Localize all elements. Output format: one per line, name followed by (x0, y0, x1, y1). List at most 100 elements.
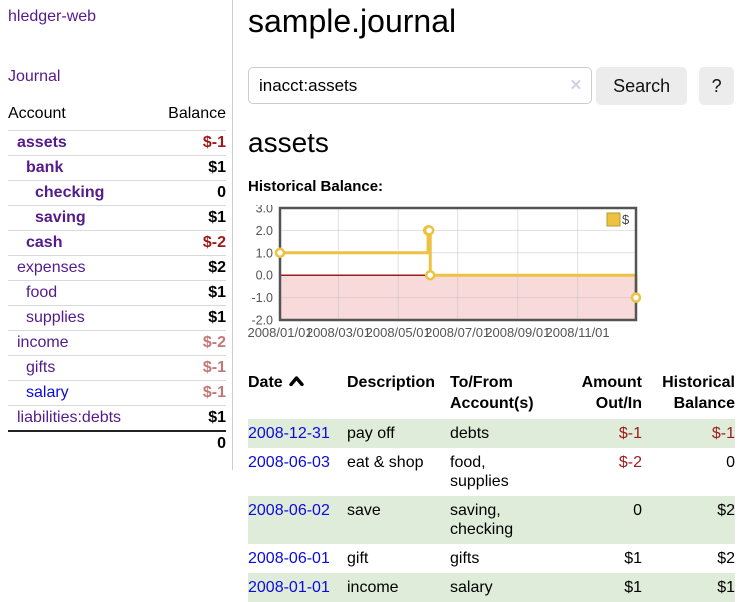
account-balance: $1 (152, 155, 226, 181)
accounts-header-account: Account (8, 105, 66, 122)
transaction-accounts: gifts (450, 550, 480, 567)
account-balance: $1 (152, 280, 226, 306)
account-link-cash[interactable]: cash (26, 234, 63, 251)
register-header-description: Description (347, 374, 436, 391)
account-balance: $-2 (152, 330, 226, 356)
transaction-balance: $2 (717, 550, 735, 567)
transaction-date-link[interactable]: 2008-06-01 (248, 550, 330, 567)
search-form: ✕ Search ? (248, 67, 734, 105)
account-row: supplies $1 (8, 305, 226, 331)
chart-title: Historical Balance: (248, 178, 384, 195)
search-input[interactable] (248, 67, 593, 104)
account-row: cash $-2 (8, 230, 226, 256)
main-content: sample.journal ✕ Search ? assets Histori… (233, 0, 742, 602)
transaction-date-link[interactable]: 2008-06-03 (248, 454, 330, 471)
register-row: 2008-01-01 income salary $1 $1 (248, 573, 735, 602)
transaction-description: gift (347, 550, 369, 567)
account-heading: assets (248, 127, 329, 158)
account-row: assets $-1 (8, 130, 226, 156)
register-table: Date Description To/From Account(s) Amount Ou… (248, 370, 735, 602)
y-tick-label: 3.0 (256, 205, 273, 216)
account-balance: $-1 (152, 355, 226, 381)
account-link-supplies[interactable]: supplies (26, 309, 85, 326)
y-tick-label: 2.0 (256, 224, 273, 238)
register-header-amount-out-in: Amount Out/In (581, 374, 642, 412)
transaction-balance: 0 (726, 454, 735, 471)
y-tick-label: 0.0 (256, 269, 273, 283)
transaction-balance: $-1 (711, 425, 735, 442)
transaction-balance: $2 (717, 502, 735, 519)
transaction-amount: 0 (633, 502, 642, 519)
account-balance: $-1 (152, 380, 226, 406)
y-tick-label: 1.0 (256, 246, 273, 260)
x-tick-label: 2008/09/01 (485, 325, 550, 340)
transaction-date-link[interactable]: 2008-06-02 (248, 502, 330, 519)
sort-ascending-icon (288, 376, 304, 386)
legend-swatch (606, 212, 621, 227)
account-link-saving[interactable]: saving (35, 209, 86, 226)
search-box: ✕ (248, 67, 593, 105)
account-balance: $1 (152, 205, 226, 231)
accounts-total-balance: 0 (152, 430, 226, 456)
transaction-accounts: saving, checking (450, 502, 514, 538)
transaction-accounts: food, supplies (450, 454, 509, 490)
account-balance: $-2 (152, 230, 226, 256)
register-row: 2008-06-02 save saving, checking 0 $2 (248, 496, 735, 544)
legend-label: $ (622, 212, 630, 227)
account-row: salary $-1 (8, 380, 226, 406)
account-row: checking 0 (8, 180, 226, 206)
x-tick-label: 2008/11/01 (546, 325, 610, 340)
accounts-header-balance: Balance (168, 105, 226, 122)
account-row: income $-2 (8, 330, 226, 356)
y-tick-label: -1.0 (251, 291, 273, 305)
account-balance: $-1 (152, 130, 226, 156)
clear-search-icon[interactable]: ✕ (569, 77, 583, 94)
register-row: 2008-12-31 pay off debts $-1 $-1 (248, 419, 735, 448)
accounts-table: Account Balance assets $-1 bank $1 checking 0… (8, 104, 226, 456)
account-link-bank[interactable]: bank (26, 159, 64, 176)
account-link-assets[interactable]: assets (17, 134, 67, 151)
sidebar: hledger-web Journal Account Balance asse… (0, 0, 233, 470)
brand-link[interactable]: hledger-web (8, 8, 97, 25)
account-balance: 0 (152, 180, 226, 206)
account-row: bank $1 (8, 155, 226, 181)
account-link-gifts[interactable]: gifts (26, 359, 56, 376)
transaction-date-link[interactable]: 2008-12-31 (248, 425, 330, 442)
account-link-salary[interactable]: salary (26, 384, 69, 401)
account-row: food $1 (8, 280, 226, 306)
sidebar-item-journal[interactable]: Journal (8, 68, 61, 85)
x-tick-label: 2008/01/01 (248, 325, 313, 340)
accounts-total-row: 0 (8, 430, 226, 456)
transaction-balance: $1 (717, 579, 735, 596)
x-tick-label: 2008/05/01 (366, 325, 431, 340)
x-tick-label: 2008/07/01 (425, 325, 490, 340)
account-link-checking[interactable]: checking (35, 184, 105, 201)
y-tick-label: -2.0 (251, 314, 273, 328)
transaction-amount: $-1 (618, 425, 642, 442)
transaction-description: pay off (347, 425, 395, 442)
transaction-description: income (347, 579, 399, 596)
account-link-expenses[interactable]: expenses (17, 259, 86, 276)
help-button[interactable]: ? (699, 67, 734, 105)
transaction-amount: $1 (624, 550, 642, 567)
transaction-accounts: salary (450, 579, 493, 596)
search-button[interactable]: Search (596, 67, 688, 105)
register-row: 2008-06-03 eat & shop food, supplies $-2 0 (248, 448, 735, 496)
account-balance: $1 (152, 405, 226, 431)
transaction-amount: $-2 (618, 454, 642, 471)
transaction-accounts: debts (450, 425, 490, 442)
account-row: liabilities:debts $1 (8, 405, 226, 431)
x-tick-label: 2008/03/01 (306, 325, 371, 340)
account-link-food[interactable]: food (26, 284, 58, 301)
transaction-description: eat & shop (347, 454, 424, 471)
account-link-income[interactable]: income (17, 334, 69, 351)
account-link-liabilities-debts[interactable]: liabilities:debts (17, 409, 122, 426)
register-header-date[interactable]: Date (248, 370, 347, 419)
transaction-amount: $1 (624, 579, 642, 596)
historical-balance-chart: $3.0 2.0 1.0 0.0 -1.0 -2.0 2008/01/01 2008/03/0… (248, 205, 734, 345)
transaction-description: save (347, 502, 381, 519)
page-title: sample.journal (248, 3, 457, 39)
register-row: 2008-06-01 gift gifts $1 $2 (248, 544, 735, 573)
register-header-to-from-account-s-: To/From Account(s) (450, 374, 534, 412)
